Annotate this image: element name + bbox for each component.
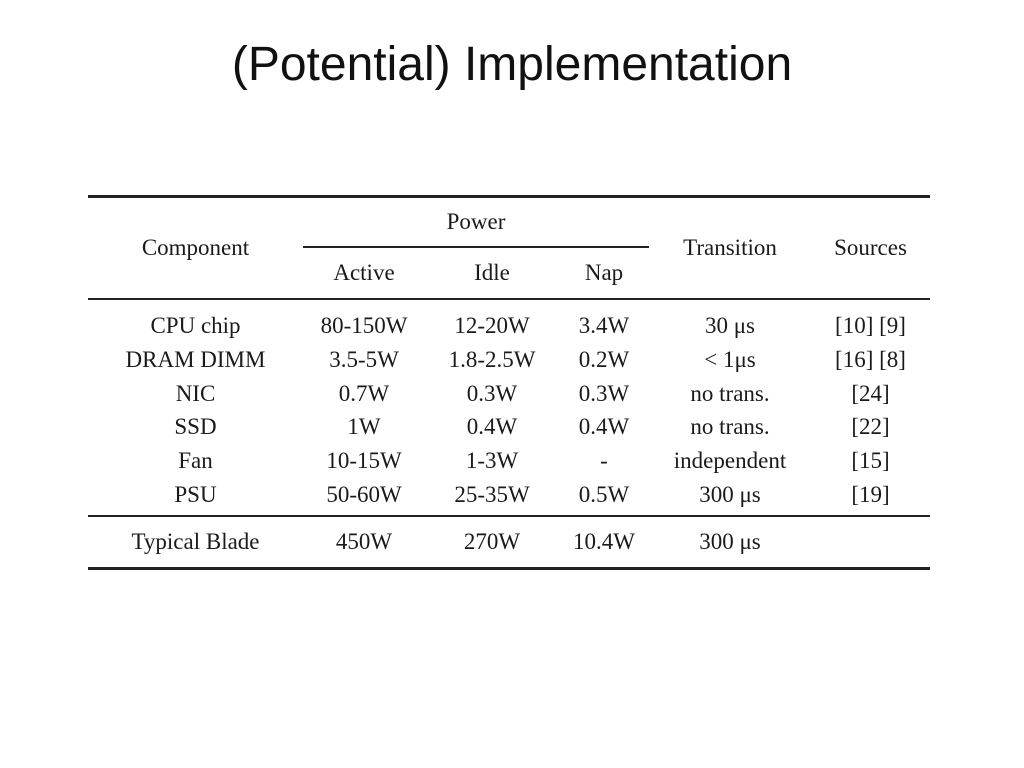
cell-component: DRAM DIMM — [125, 347, 266, 373]
cell-nap: 0.5W — [578, 481, 630, 507]
cell-active: 450W — [335, 529, 393, 555]
slide-title: (Potential) Implementation — [231, 38, 793, 91]
table-row: CPU chip 80-150W 12-20W 3.4W 30 μs [10] … — [88, 309, 930, 343]
cell-idle: 25-35W — [454, 481, 530, 507]
cell-nap: - — [600, 448, 608, 474]
cell-transition: independent — [673, 448, 787, 474]
cell-component: Fan — [178, 448, 213, 474]
cell-component: NIC — [175, 380, 216, 406]
cell-component: Typical Blade — [131, 529, 260, 555]
power-table: Component Power Transition Sources Activ… — [88, 195, 930, 571]
cell-sources: [16] [8] — [835, 347, 906, 373]
cell-transition: 300 μs — [699, 481, 761, 507]
table-row: PSU 50-60W 25-35W 0.5W 300 μs [19] — [88, 477, 930, 511]
cell-sources: [22] — [851, 414, 890, 440]
cell-sources: [10] [9] — [835, 313, 906, 339]
cell-component: SSD — [174, 414, 217, 440]
footer-rule — [88, 515, 930, 518]
cell-component: PSU — [174, 481, 217, 507]
cell-transition: 300 μs — [699, 529, 761, 555]
cell-sources: [15] — [851, 448, 890, 474]
header-sources: Sources — [834, 235, 907, 260]
cell-idle: 12-20W — [454, 313, 530, 339]
header-idle: Idle — [474, 260, 510, 285]
cell-transition: no trans. — [690, 380, 770, 406]
cell-active: 0.7W — [338, 380, 390, 406]
cell-transition: < 1μs — [704, 347, 756, 373]
header-transition: Transition — [683, 235, 777, 260]
header-active: Active — [333, 260, 395, 285]
cell-idle: 0.4W — [466, 414, 518, 440]
cell-idle: 1.8-2.5W — [448, 347, 536, 373]
cell-nap: 10.4W — [573, 529, 635, 555]
table-body: CPU chip 80-150W 12-20W 3.4W 30 μs [10] … — [88, 309, 930, 511]
header-rule — [88, 298, 930, 300]
cell-nap: 0.2W — [578, 347, 630, 373]
table-footer: Typical Blade 450W 270W 10.4W 300 μs — [88, 517, 930, 567]
cell-active: 50-60W — [326, 481, 402, 507]
cell-component: CPU chip — [150, 313, 241, 339]
table-row: Fan 10-15W 1-3W - independent [15] — [88, 444, 930, 478]
top-rule — [88, 195, 930, 198]
bottom-rule — [88, 567, 930, 571]
cell-idle: 270W — [463, 529, 521, 555]
cell-nap: 0.3W — [578, 380, 630, 406]
cell-sources: [19] — [851, 481, 890, 507]
cell-active: 10-15W — [326, 448, 402, 474]
cell-active: 3.5-5W — [329, 347, 399, 373]
cell-active: 80-150W — [320, 313, 408, 339]
cell-nap: 3.4W — [578, 313, 630, 339]
cell-idle: 0.3W — [466, 380, 518, 406]
table-row-total: Typical Blade 450W 270W 10.4W 300 μs — [88, 517, 930, 567]
table-row: DRAM DIMM 3.5-5W 1.8-2.5W 0.2W < 1μs [16… — [88, 343, 930, 377]
cell-nap: 0.4W — [578, 414, 630, 440]
cell-sources — [811, 517, 930, 567]
cell-idle: 1-3W — [465, 448, 519, 474]
header-power: Power — [303, 198, 649, 248]
header-nap: Nap — [584, 260, 624, 285]
table-row: NIC 0.7W 0.3W 0.3W no trans. [24] — [88, 376, 930, 410]
cell-transition: no trans. — [690, 414, 770, 440]
cell-active: 1W — [347, 414, 381, 440]
cell-sources: [24] — [851, 380, 890, 406]
table-header: Component Power Transition Sources Activ… — [88, 198, 930, 298]
header-component: Component — [141, 235, 250, 260]
table-row: SSD 1W 0.4W 0.4W no trans. [22] — [88, 410, 930, 444]
cell-transition: 30 μs — [704, 313, 756, 339]
